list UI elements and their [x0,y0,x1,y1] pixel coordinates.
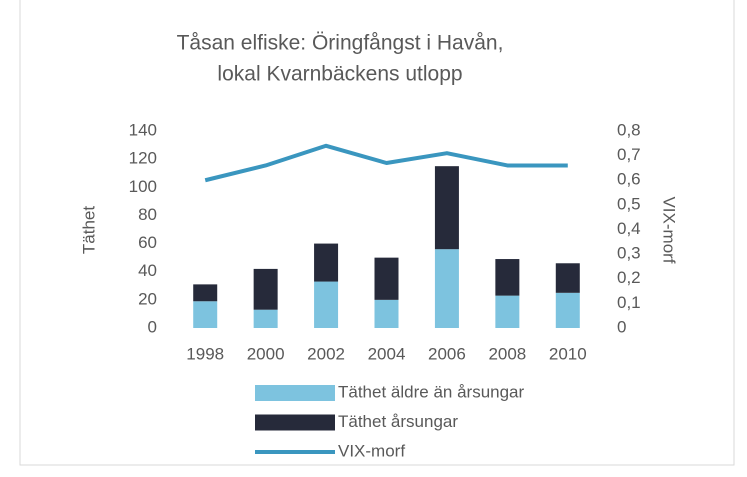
chart-border [19,0,735,466]
bar [374,299,399,328]
bar [555,292,580,328]
bar [253,309,278,328]
x-tick-label: 2004 [368,344,406,363]
x-tick-label: 2010 [549,344,587,363]
bar [314,243,339,282]
bar [434,249,459,328]
y-tick-label: 20 [138,289,157,308]
y-tick-label: 40 [138,261,157,280]
y2-tick-label: 0,2 [617,268,641,287]
bar [253,268,278,310]
bar [434,166,459,250]
y2-tick-label: 0 [617,317,626,336]
y-tick-label: 0 [148,317,157,336]
y-tick-label: 80 [138,205,157,224]
legend-swatch [255,414,335,431]
y2-tick-label: 0,5 [617,194,641,213]
chart-title: lokal Kvarnbäckens utlopp [217,63,462,86]
y2-axis-label: VIX-morf [660,196,679,263]
y-tick-label: 140 [129,120,157,139]
x-tick-label: 2002 [307,344,345,363]
legend-label: Täthet årsungar [338,412,458,431]
y-tick-label: 120 [129,149,157,168]
bar [495,295,520,328]
y-axis-label: Täthet [79,206,98,254]
chart-title: Tåsan elfiske: Öringfångst i Havån, [177,32,504,55]
legend-label: Täthet äldre än årsungar [338,382,525,401]
y-tick-label: 60 [138,233,157,252]
legend-label: VIX-morf [338,441,405,460]
bar [193,284,218,302]
x-tick-label: 2000 [247,344,285,363]
y2-tick-label: 0,1 [617,293,641,312]
x-tick-label: 1998 [186,344,224,363]
bar [495,259,520,296]
y2-tick-label: 0,7 [617,145,641,164]
bar [314,281,339,328]
bar [555,263,580,293]
y2-tick-label: 0,8 [617,120,641,139]
y2-tick-label: 0,3 [617,244,641,263]
y-tick-label: 100 [129,177,157,196]
bar [193,301,218,328]
line-series [204,143,568,183]
x-tick-label: 2008 [488,344,526,363]
bar [374,257,399,300]
y2-tick-label: 0,6 [617,170,641,189]
y2-tick-label: 0,4 [617,219,641,238]
x-tick-label: 2006 [428,344,466,363]
legend-swatch [255,385,335,401]
